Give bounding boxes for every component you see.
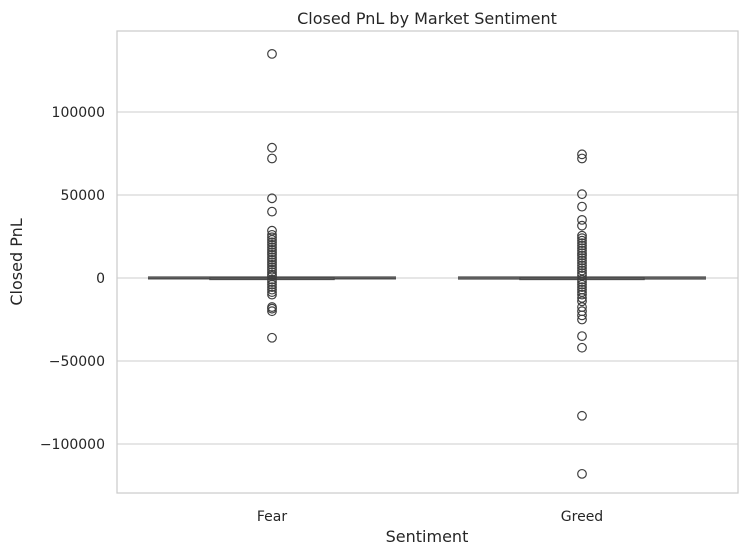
outlier-point	[577, 250, 587, 261]
outlier-point	[577, 235, 587, 246]
outlier-point	[577, 245, 587, 256]
outlier-point	[267, 244, 277, 255]
outlier-point	[267, 306, 277, 317]
tick-labels: 100000 50000 0 −50000 −100000 Fear Greed	[40, 105, 603, 525]
y-tick-label: −50000	[49, 354, 105, 370]
outlier-point	[577, 255, 587, 266]
outlier-point	[577, 274, 587, 285]
outlier-point	[577, 289, 587, 300]
y-tick-label: −100000	[40, 437, 105, 453]
outlier-point	[267, 247, 277, 258]
outlier-point	[577, 153, 587, 164]
x-axis-title: Sentiment	[386, 527, 469, 546]
outlier-point	[577, 277, 587, 288]
x-tick-label: Greed	[561, 509, 603, 525]
outlier-point	[267, 277, 277, 288]
outlier-point	[577, 282, 587, 293]
outlier-point	[577, 263, 587, 273]
outlier-point	[267, 249, 277, 260]
outlier-point	[577, 253, 587, 263]
outlier-point	[577, 233, 587, 244]
outlier-point	[577, 214, 587, 225]
outlier-point	[267, 332, 277, 343]
outlier-point	[267, 303, 277, 314]
y-tick-label: 100000	[52, 105, 105, 121]
outlier-point	[267, 279, 277, 290]
outlier-point	[267, 257, 277, 268]
outlier-point	[577, 248, 587, 259]
outlier-point	[577, 279, 587, 290]
outlier-point	[577, 220, 587, 231]
outlier-point	[267, 193, 277, 204]
outlier-point	[577, 201, 587, 212]
outlier-point	[267, 254, 277, 265]
outlier-point	[267, 142, 277, 153]
outlier-point	[577, 243, 587, 254]
box-plots	[148, 49, 706, 479]
outlier-point	[267, 229, 277, 240]
outlier-point	[267, 252, 277, 263]
outlier-point	[577, 342, 587, 353]
outlier-point	[267, 242, 277, 253]
outlier-point	[267, 264, 277, 275]
outlier-point	[577, 240, 587, 251]
outlier-point	[577, 238, 587, 249]
outlier-point	[267, 289, 277, 300]
outlier-point	[267, 267, 277, 278]
outlier-point	[577, 149, 587, 160]
outlier-point	[577, 189, 587, 200]
outlier-point	[267, 234, 277, 245]
outlier-point	[577, 258, 587, 268]
y-axis-title: Closed PnL	[7, 218, 26, 305]
y-tick-label: 50000	[60, 188, 105, 204]
plot-frame	[116, 30, 739, 494]
outlier-point	[577, 410, 587, 421]
outlier-point	[267, 49, 277, 59]
outlier-point	[577, 296, 587, 307]
outlier-point	[267, 282, 277, 293]
outlier-point	[267, 237, 277, 248]
outlier-point	[577, 331, 587, 342]
outlier-point	[267, 153, 277, 164]
outlier-point	[267, 274, 277, 285]
outlier-point	[267, 284, 277, 295]
x-tick-label: Fear	[257, 509, 287, 525]
outlier-point	[577, 468, 587, 479]
outlier-point	[267, 287, 277, 298]
outlier-point	[267, 232, 277, 243]
box-greed	[458, 149, 706, 479]
outlier-point	[267, 259, 277, 270]
box-fear	[148, 49, 396, 343]
outlier-point	[577, 314, 587, 325]
outlier-point	[577, 260, 587, 271]
outlier-point	[577, 230, 587, 241]
outlier-point	[267, 239, 277, 250]
outlier-point	[577, 310, 587, 321]
outlier-point	[267, 206, 277, 217]
y-tick-label: 0	[96, 271, 105, 287]
chart-title: Closed PnL by Market Sentiment	[297, 9, 557, 28]
